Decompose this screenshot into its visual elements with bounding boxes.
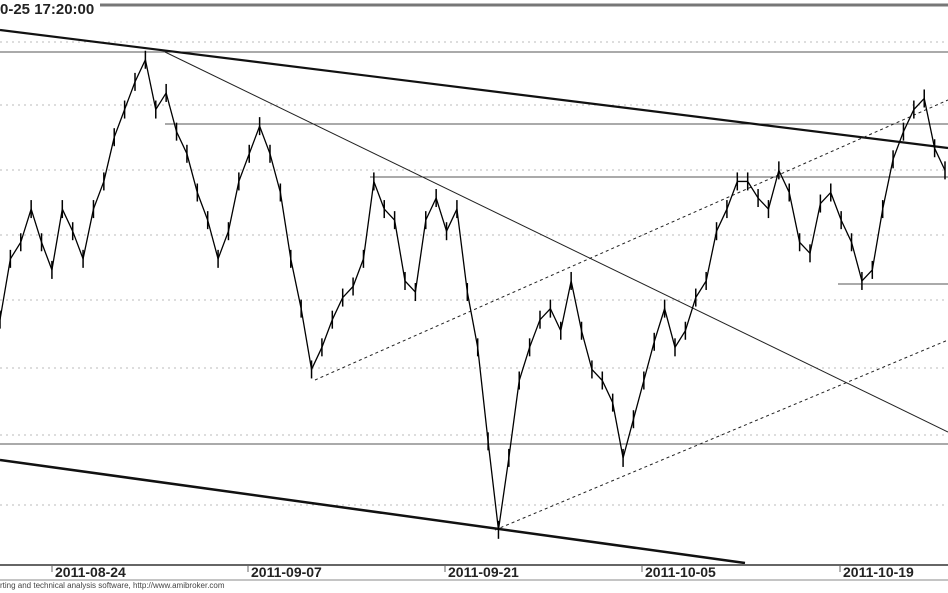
- chart-title: 0-25 17:20:00: [0, 0, 101, 20]
- trendline-upper: [0, 28, 948, 150]
- price-line: [0, 57, 946, 530]
- channel-line-dotted: [494, 339, 948, 531]
- footer-credit: rting and technical analysis software, h…: [0, 581, 225, 590]
- trendline-lower: [0, 458, 746, 565]
- x-tick-label: 2011-09-07: [251, 564, 322, 580]
- x-tick-label: 2011-10-05: [645, 564, 716, 580]
- x-tick-label: 2011-10-19: [843, 564, 914, 580]
- x-tick-label: 2011-09-21: [448, 564, 519, 580]
- channel-line-dotted: [314, 99, 948, 381]
- x-tick-label: 2011-08-24: [55, 564, 126, 580]
- trendline-middle: [164, 51, 948, 433]
